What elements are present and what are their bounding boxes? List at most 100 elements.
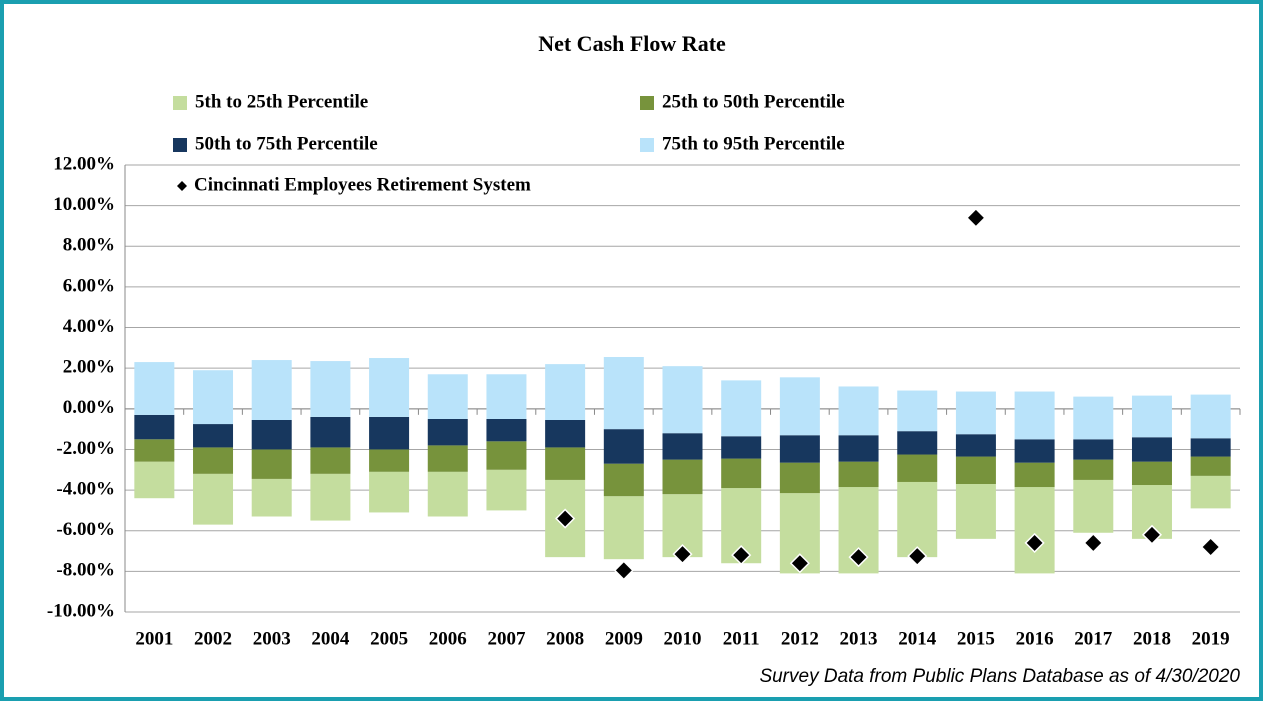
bar-segment [603,429,644,464]
bar-segment [1131,437,1172,462]
bar-segment [1190,475,1231,509]
footnote: Survey Data from Public Plans Database a… [759,666,1240,687]
legend-swatch [173,96,187,110]
x-tick-label: 2008 [546,628,584,649]
bar-segment [545,447,586,480]
bar-segment [603,463,644,497]
bar-segment [662,459,703,495]
bar-segment [427,471,468,517]
point [613,560,634,581]
chart-title: Net Cash Flow Rate [538,31,726,56]
point [731,545,752,566]
bar-segment [251,449,292,479]
bar-segment [193,447,234,474]
y-tick-label: -6.00% [56,519,115,540]
bar-segment [251,419,292,450]
point [907,546,928,567]
y-tick-label: -2.00% [56,438,115,459]
bar-segment [1073,439,1114,460]
x-tick-label: 2015 [957,628,995,649]
bar-segment [369,449,410,472]
x-tick-label: 2001 [135,628,173,649]
legend-label: Cincinnati Employees Retirement System [194,174,531,195]
bar-segment [134,362,175,415]
legend-label: 25th to 50th Percentile [662,91,845,112]
bar-segment [310,473,351,521]
point [789,553,810,574]
legend-swatch [640,138,654,152]
bar-segment [838,386,879,436]
bar-segment [779,377,820,436]
bar-segment [369,471,410,513]
bar-segment [838,461,879,488]
x-tick-label: 2019 [1192,628,1230,649]
x-tick-label: 2010 [664,628,702,649]
bar-segment [1073,459,1114,480]
bar-segment [134,414,175,440]
y-tick-label: 2.00% [63,357,115,378]
bar-segment [427,445,468,472]
bar-segment [721,436,762,459]
point [672,544,693,565]
point [1200,536,1221,558]
bar-segment [1190,394,1231,439]
y-tick-label: 0.00% [63,397,115,418]
bar-segment [427,374,468,419]
y-tick-label: 4.00% [63,316,115,337]
bar-segment [897,431,938,455]
bar-segment [897,481,938,558]
x-tick-label: 2009 [605,628,643,649]
bar-segment [1190,456,1231,476]
bar-segment [310,416,351,448]
bar-segment [545,364,586,420]
bar-segment [1014,391,1055,440]
point [848,547,869,568]
bar-segment [1073,396,1114,440]
legend-marker [177,181,187,191]
bar-segment [251,360,292,420]
x-tick-label: 2004 [311,628,350,649]
bar-segment [662,433,703,460]
x-tick-label: 2017 [1074,628,1113,649]
bar-segment [545,419,586,448]
y-tick-label: -8.00% [56,560,115,581]
bar-segment [134,439,175,462]
x-tick-label: 2014 [898,628,937,649]
bar-segment [603,357,644,430]
y-tick-label: 12.00% [53,153,115,174]
bar-segment [193,473,234,525]
bar-segment [779,462,820,494]
bar-segment [721,458,762,489]
bar-segment [486,374,527,419]
bar-segment [134,461,175,499]
bar-segment [838,435,879,462]
x-tick-label: 2011 [723,628,760,649]
bar-segment [662,366,703,434]
bar-segment [427,418,468,446]
x-tick-label: 2005 [370,628,408,649]
bar-segment [897,454,938,482]
bar-segment [603,496,644,560]
bar-segment [310,361,351,417]
bar-segment [1131,461,1172,486]
bar-segment [955,483,996,539]
bar-segment [486,469,527,511]
x-tick-label: 2006 [429,628,467,649]
point [1083,532,1104,553]
bar-segment [486,441,527,470]
bar-segment [486,418,527,442]
y-tick-label: 8.00% [63,235,115,256]
x-tick-label: 2003 [253,628,291,649]
x-tick-label: 2013 [840,628,878,649]
legend-swatch [640,96,654,110]
y-tick-label: 6.00% [63,275,115,296]
bar-segment [310,447,351,474]
bar-segment [369,416,410,450]
legend-swatch [173,138,187,152]
x-tick-label: 2016 [1016,628,1054,649]
bar-segment [193,370,234,425]
bar-segment [1014,462,1055,488]
legend-label: 5th to 25th Percentile [195,91,368,112]
